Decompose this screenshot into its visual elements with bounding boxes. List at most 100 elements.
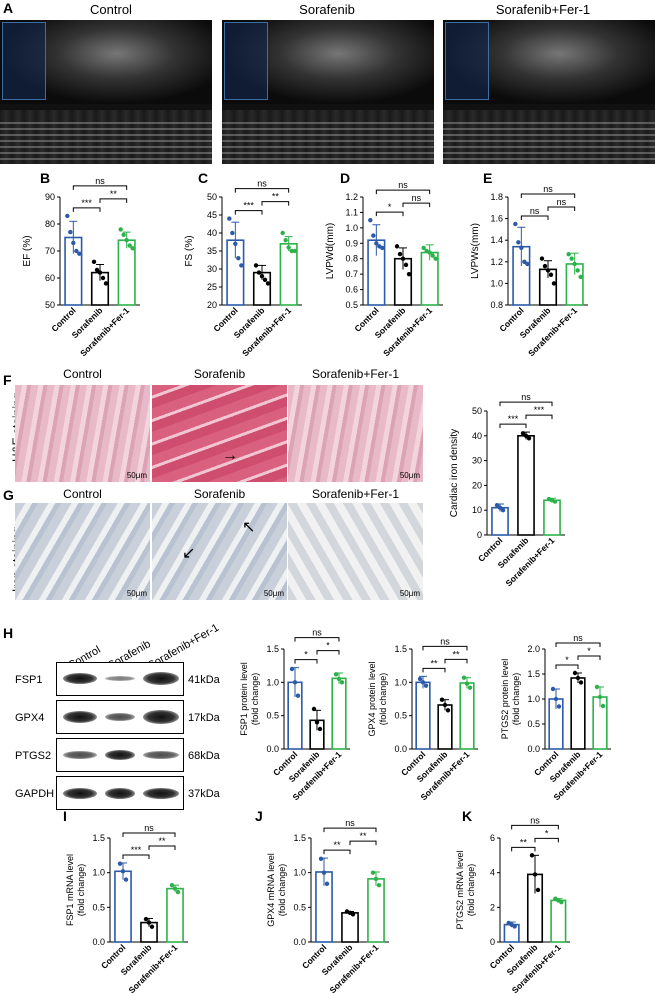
- data-point: [117, 861, 123, 866]
- arrow-icon: ↙: [182, 545, 196, 562]
- data-point: [233, 241, 238, 246]
- x-tick-label: Sorafenib: [518, 305, 553, 340]
- x-tick-label: Sorafenib+Fer-1: [503, 535, 556, 588]
- bar: [331, 677, 347, 750]
- data-point: [403, 262, 409, 268]
- data-point: [439, 697, 445, 702]
- data-point: [424, 248, 429, 254]
- data-point: [516, 240, 521, 245]
- sig-label: ns: [573, 633, 583, 643]
- y-axis-label: FSP1 mRNA level: [65, 854, 75, 926]
- panel-label-h: H: [3, 625, 14, 641]
- data-point: [423, 683, 429, 688]
- y-tick-label: 0.5: [266, 711, 279, 721]
- sig-bracket: [234, 210, 263, 215]
- y-tick-label: 20: [472, 480, 482, 490]
- y-tick-label: 0.0: [266, 744, 279, 754]
- sig-bracket: [323, 827, 377, 833]
- chart-J: 0.0 0.5 1.0 1.5 GPX4 mRNA level (fold change)…: [266, 818, 389, 993]
- x-tick-label: Sorafenib: [320, 942, 355, 977]
- data-point: [149, 924, 155, 929]
- x-tick-label: Sorafenib+Fer-1: [290, 749, 343, 802]
- data-point: [494, 503, 500, 508]
- sig-label: **: [333, 840, 341, 850]
- bar: [367, 878, 385, 943]
- sig-label: *: [545, 828, 549, 838]
- sig-bracket: [499, 423, 527, 429]
- data-point: [539, 256, 545, 261]
- data-point: [169, 882, 175, 888]
- x-tick-label: Control: [49, 305, 77, 333]
- sig-bracket: [261, 201, 290, 206]
- data-point: [103, 281, 109, 286]
- data-point: [421, 245, 426, 251]
- data-point: [400, 256, 406, 261]
- x-tick-label: Control: [399, 749, 427, 777]
- chart-K: 0 2 4 6 PTGS2 mRNA level (fold change) Control…: [455, 815, 570, 993]
- data-point: [556, 898, 561, 903]
- data-point: [512, 924, 517, 929]
- sig-label: ns: [345, 818, 355, 828]
- y-axis-label: (fold change): [511, 673, 521, 726]
- data-point: [283, 238, 288, 243]
- data-point: [542, 263, 548, 269]
- y-tick-label: 2: [490, 902, 495, 912]
- y-axis-label: PTGS2 protein level: [500, 659, 510, 740]
- bar: [538, 268, 558, 306]
- data-point: [559, 899, 564, 905]
- x-tick-label: Sorafenib+Fer-1: [418, 749, 471, 802]
- sig-label: ***: [243, 201, 254, 211]
- sig-label: ns: [557, 197, 567, 207]
- data-point: [500, 508, 506, 513]
- y-tick-label: 1.8: [490, 192, 503, 202]
- sig-label: **: [520, 837, 528, 847]
- y-tick-label: 1.0: [266, 677, 279, 687]
- y-tick-label: 60: [45, 273, 55, 283]
- data-point: [371, 233, 376, 238]
- data-point: [123, 877, 129, 882]
- data-point: [120, 869, 126, 874]
- y-axis-label: LVPWd(mm): [325, 223, 336, 279]
- y-tick-label: 1.0: [490, 278, 503, 288]
- x-tick-label: Sorafenib: [415, 749, 450, 784]
- sig-bracket: [555, 642, 601, 647]
- x-tick-label: Sorafenib+Fer-1: [510, 942, 563, 993]
- data-point: [523, 433, 529, 438]
- sig-bracket: [525, 414, 553, 420]
- scale-bar-label: 50μm: [399, 471, 420, 480]
- sig-label: ns: [312, 628, 322, 638]
- y-tick-label: 1.5: [293, 833, 306, 843]
- sig-label: *: [587, 646, 591, 656]
- x-tick-label: Sorafenib: [496, 535, 531, 570]
- chart-H1: 0.0 0.5 1.0 1.5 FSP1 protein level (fold chan…: [239, 628, 350, 802]
- data-point: [295, 693, 301, 698]
- sig-label: ns: [521, 392, 531, 402]
- sig-label: ns: [95, 176, 105, 186]
- iron-title-sorafenib: Sorafenib: [193, 487, 246, 501]
- panel-label-f: F: [3, 372, 12, 388]
- data-point: [525, 261, 530, 267]
- y-tick-label: 0.5: [345, 300, 358, 310]
- y-tick-label: 1.5: [92, 833, 105, 843]
- data-point: [461, 675, 467, 680]
- wb-label-gapdh: GAPDH: [15, 788, 55, 800]
- bar: [166, 887, 184, 943]
- y-tick-label: 0.0: [394, 744, 407, 754]
- panel-label-c: C: [198, 170, 209, 186]
- data-point: [529, 853, 535, 858]
- data-point: [311, 706, 317, 712]
- wb-kda-ptgs2: 68kDa: [188, 750, 220, 762]
- wb-kda-gapdh: 37kDa: [188, 788, 220, 800]
- sig-label: *: [304, 650, 308, 660]
- sig-label: ns: [257, 179, 267, 189]
- y-tick-label: 30: [207, 264, 217, 274]
- panel-label-g: G: [3, 487, 14, 503]
- sig-bracket: [422, 645, 468, 651]
- y-tick-label: 1.2: [490, 257, 503, 267]
- data-point: [175, 889, 181, 895]
- y-tick-label: 0.5: [293, 902, 306, 912]
- data-point: [130, 246, 135, 251]
- y-tick-label: 50: [472, 406, 482, 416]
- data-point: [397, 251, 403, 257]
- he-title-fer1: Sorafenib+Fer-1: [311, 367, 400, 381]
